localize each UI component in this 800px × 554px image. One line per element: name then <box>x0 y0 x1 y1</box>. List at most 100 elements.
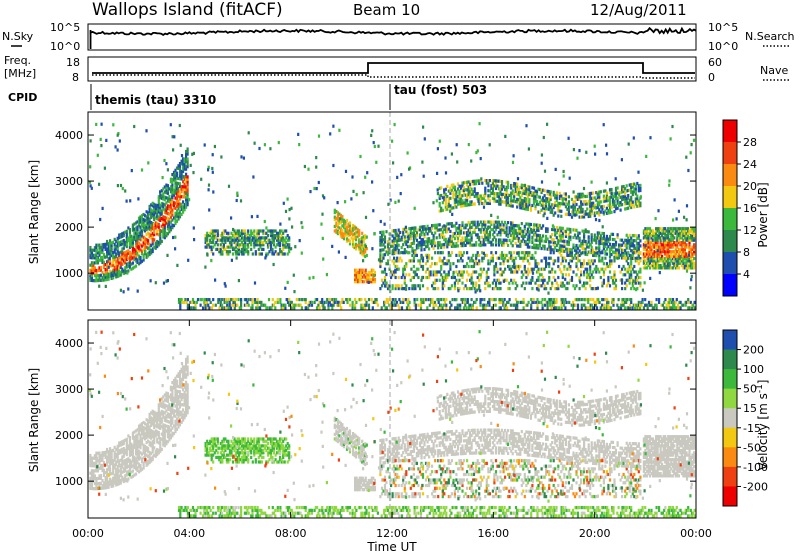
freq-tick-top: 18 <box>66 56 80 69</box>
heatmap-cell <box>475 256 478 260</box>
heatmap-cell <box>362 239 365 243</box>
heatmap-cell <box>499 202 502 206</box>
heatmap-cell <box>470 298 473 302</box>
heatmap-cell <box>137 219 141 223</box>
heatmap-cell <box>262 247 265 251</box>
heatmap-cell <box>450 242 453 246</box>
heatmap-cell <box>496 220 499 224</box>
heatmap-cell <box>402 230 405 234</box>
heatmap-cell <box>380 248 384 252</box>
heatmap-cell <box>335 221 338 225</box>
heatmap-cell <box>383 253 387 257</box>
heatmap-cell <box>459 253 463 257</box>
heatmap-cell <box>601 251 604 255</box>
heatmap-cell <box>367 275 370 279</box>
heatmap-cell <box>238 243 241 247</box>
heatmap-cell <box>128 235 131 239</box>
heatmap-cell <box>124 256 127 260</box>
heatmap-cell <box>494 298 497 302</box>
heatmap-cell <box>280 252 283 256</box>
heatmap-cell <box>462 204 466 208</box>
heatmap-cell <box>339 229 342 234</box>
heatmap-cell <box>253 245 256 249</box>
heatmap-cell <box>185 187 188 192</box>
heatmap-cell <box>391 287 394 291</box>
heatmap-cell <box>427 298 430 302</box>
heatmap-cell <box>185 149 188 154</box>
heatmap-cell <box>394 244 397 248</box>
heatmap-cell <box>453 237 456 241</box>
heatmap-cell <box>443 193 446 197</box>
heatmap-cell <box>236 229 239 233</box>
heatmap-cell <box>409 229 412 233</box>
heatmap-cell <box>225 236 228 240</box>
heatmap-cell <box>466 238 469 242</box>
heatmap-cell <box>383 267 387 271</box>
heatmap-cell <box>499 253 502 257</box>
heatmap-cell <box>139 255 142 260</box>
heatmap-cell <box>348 223 352 227</box>
heatmap-cell <box>484 189 487 193</box>
heatmap-cell <box>434 241 437 245</box>
heatmap-cell <box>260 247 263 251</box>
heatmap-cell <box>444 275 447 280</box>
heatmap-cell <box>121 232 124 236</box>
heatmap-cell <box>437 251 440 255</box>
heatmap-cell <box>109 246 112 250</box>
heatmap-cell <box>456 231 460 235</box>
heatmap-cell <box>583 259 586 263</box>
heatmap-cell <box>156 232 159 236</box>
heatmap-cell <box>380 270 384 274</box>
heatmap-cell <box>497 240 501 245</box>
heatmap-cell <box>412 226 415 230</box>
heatmap-cell <box>437 270 440 274</box>
heatmap-cell <box>128 258 131 262</box>
heatmap-cell <box>153 210 156 214</box>
heatmap-cell <box>543 244 546 248</box>
heatmap-cell <box>335 223 338 227</box>
heatmap-cell <box>420 245 423 249</box>
heatmap-cell <box>241 231 244 235</box>
heatmap-cell <box>177 182 180 186</box>
heatmap-cell <box>455 241 458 246</box>
heatmap-cell <box>128 233 131 237</box>
heatmap-cell <box>194 303 197 307</box>
heatmap-cell <box>490 306 493 310</box>
heatmap-cell <box>209 300 212 304</box>
heatmap-cell <box>340 306 343 310</box>
heatmap-cell <box>109 244 112 248</box>
heatmap-cell <box>443 243 446 247</box>
heatmap-cell <box>438 228 441 232</box>
heatmap-cell <box>257 238 260 242</box>
heatmap-cell <box>449 253 452 257</box>
heatmap-cell <box>257 229 260 233</box>
heatmap-cell <box>145 227 148 232</box>
heatmap-cell <box>424 229 428 234</box>
heatmap-cell <box>362 244 365 248</box>
heatmap-cell <box>584 306 587 310</box>
heatmap-cell <box>159 206 162 210</box>
heatmap-cell <box>163 208 166 212</box>
heatmap-cell <box>204 234 207 238</box>
heatmap-cell <box>438 256 441 260</box>
heatmap-cell <box>447 202 450 206</box>
heatmap-cell <box>177 204 180 208</box>
heatmap-cell <box>185 185 188 189</box>
heatmap-cell <box>499 192 502 196</box>
heatmap-cell <box>279 238 282 242</box>
heatmap-cell <box>242 236 245 240</box>
heatmap-cell <box>462 188 466 192</box>
heatmap-cell <box>693 300 696 304</box>
heatmap-cell <box>405 300 409 304</box>
heatmap-cell <box>438 196 441 200</box>
heatmap-cell <box>455 298 458 302</box>
heatmap-cell <box>432 241 435 245</box>
heatmap-cell <box>452 185 455 190</box>
heatmap-cell <box>280 250 283 254</box>
heatmap-cell <box>133 252 136 257</box>
heatmap-cell <box>432 270 435 274</box>
heatmap-cell <box>355 300 358 304</box>
heatmap-cell <box>627 206 630 210</box>
heatmap-cell <box>89 253 92 257</box>
heatmap-cell <box>121 267 124 271</box>
